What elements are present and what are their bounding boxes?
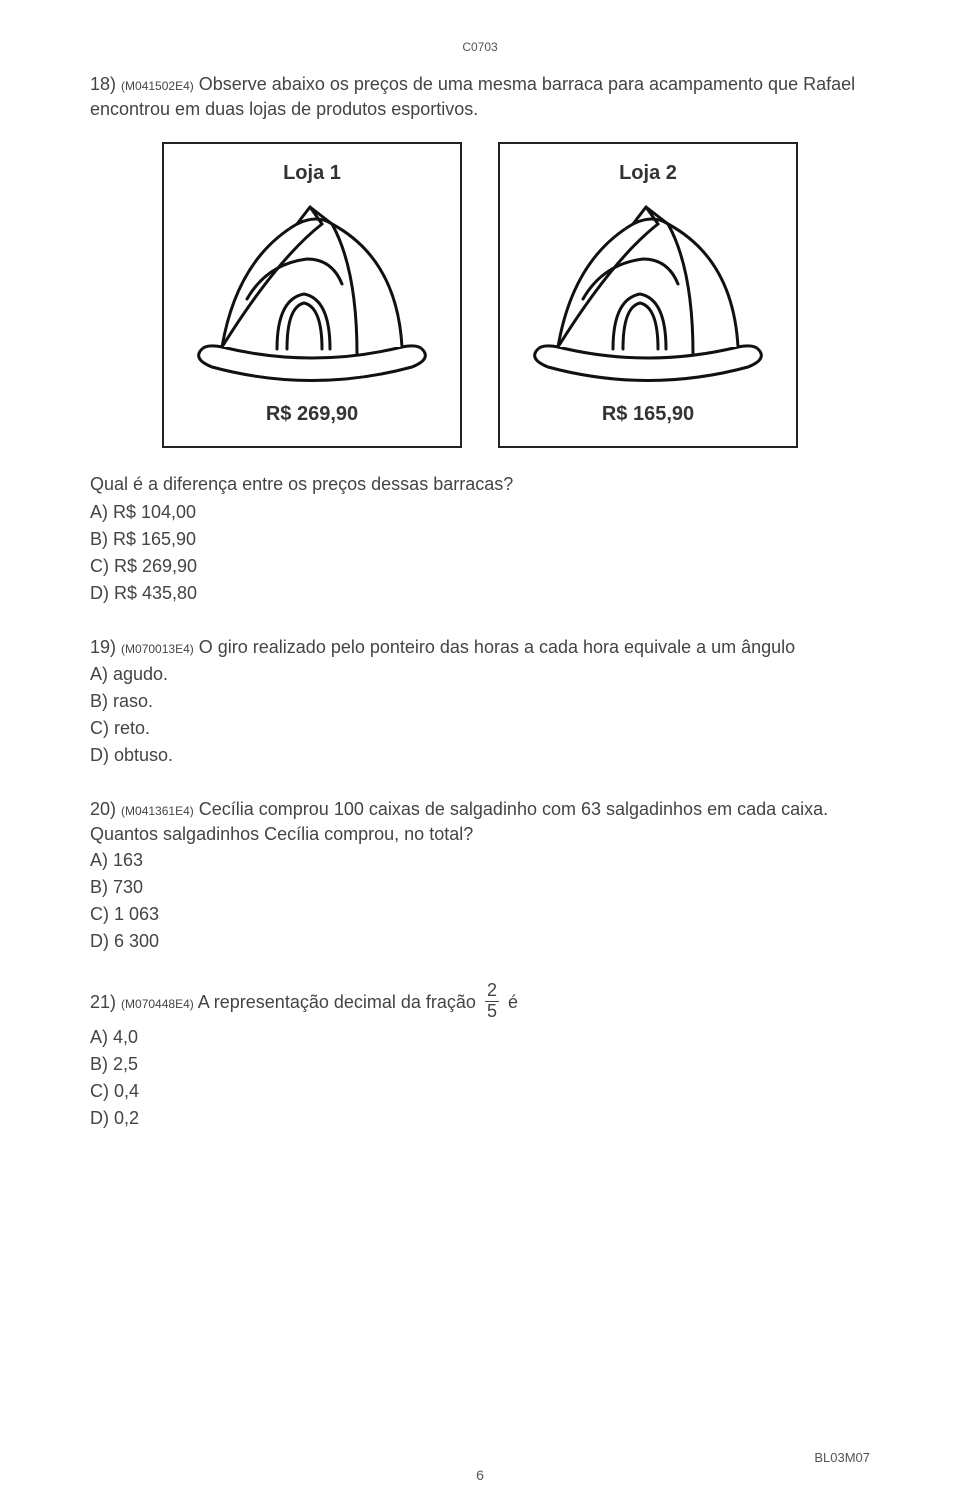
- q19-opt-d: D) obtuso.: [90, 742, 870, 769]
- q20-text-a: Cecília comprou 100 caixas de salgadinho…: [199, 799, 828, 819]
- q20-opt-b: B) 730: [90, 874, 870, 901]
- page-number: 6: [0, 1467, 960, 1483]
- fraction-numerator: 2: [485, 981, 499, 1002]
- question-21: 21) (M070448E4) A representação decimal …: [90, 983, 870, 1132]
- question-19: 19) (M070013E4) O giro realizado pelo po…: [90, 635, 870, 768]
- q20-options: A) 163 B) 730 C) 1 063 D) 6 300: [90, 847, 870, 955]
- q19-opt-b: B) raso.: [90, 688, 870, 715]
- tent-icon: [182, 199, 442, 389]
- store-card-1: Loja 1 R$ 269,90: [162, 142, 462, 448]
- q19-number: 19): [90, 637, 116, 657]
- store-2-price: R$ 165,90: [602, 403, 694, 426]
- q20-opt-a: A) 163: [90, 847, 870, 874]
- store-cards-row: Loja 1 R$ 269,90 Loja 2: [90, 142, 870, 448]
- q18-opt-b: B) R$ 165,90: [90, 526, 870, 553]
- q18-subquestion: Qual é a diferença entre os preços dessa…: [90, 474, 870, 495]
- q20-code: (M041361E4): [121, 804, 194, 818]
- q20-text-b: Quantos salgadinhos Cecília comprou, no …: [90, 822, 870, 847]
- store-1-title: Loja 1: [283, 162, 341, 185]
- q21-opt-a: A) 4,0: [90, 1024, 870, 1051]
- q21-options: A) 4,0 B) 2,5 C) 0,4 D) 0,2: [90, 1024, 870, 1132]
- doc-header-code: C0703: [90, 40, 870, 54]
- fraction: 2 5: [485, 981, 499, 1022]
- q18-opt-a: A) R$ 104,00: [90, 499, 870, 526]
- store-1-price: R$ 269,90: [266, 403, 358, 426]
- fraction-denominator: 5: [485, 1002, 499, 1022]
- question-20: 20) (M041361E4) Cecília comprou 100 caix…: [90, 797, 870, 955]
- q21-number: 21): [90, 992, 116, 1012]
- q20-opt-d: D) 6 300: [90, 928, 870, 955]
- q19-opt-a: A) agudo.: [90, 661, 870, 688]
- q19-options: A) agudo. B) raso. C) reto. D) obtuso.: [90, 661, 870, 769]
- store-2-title: Loja 2: [619, 162, 677, 185]
- q21-opt-c: C) 0,4: [90, 1078, 870, 1105]
- q21-opt-b: B) 2,5: [90, 1051, 870, 1078]
- q18-code: (M041502E4): [121, 79, 194, 93]
- tent-icon: [518, 199, 778, 389]
- question-18: 18) (M041502E4) Observe abaixo os preços…: [90, 72, 870, 607]
- q18-opt-c: C) R$ 269,90: [90, 553, 870, 580]
- q21-code: (M070448E4): [121, 997, 194, 1011]
- q18-stem: 18) (M041502E4) Observe abaixo os preços…: [90, 72, 870, 122]
- q20-opt-c: C) 1 063: [90, 901, 870, 928]
- q21-text-before: A representação decimal da fração: [198, 992, 476, 1012]
- q21-opt-d: D) 0,2: [90, 1105, 870, 1132]
- q18-text: Observe abaixo os preços de uma mesma ba…: [90, 74, 855, 119]
- q20-stem: 20) (M041361E4) Cecília comprou 100 caix…: [90, 797, 870, 822]
- q19-text: O giro realizado pelo ponteiro das horas…: [199, 637, 795, 657]
- q18-number: 18): [90, 74, 116, 94]
- q20-number: 20): [90, 799, 116, 819]
- q19-opt-c: C) reto.: [90, 715, 870, 742]
- q19-code: (M070013E4): [121, 642, 194, 656]
- q21-stem: 21) (M070448E4) A representação decimal …: [90, 983, 870, 1024]
- q18-opt-d: D) R$ 435,80: [90, 580, 870, 607]
- q18-options: A) R$ 104,00 B) R$ 165,90 C) R$ 269,90 D…: [90, 499, 870, 607]
- store-card-2: Loja 2 R$ 165,90: [498, 142, 798, 448]
- q19-stem: 19) (M070013E4) O giro realizado pelo po…: [90, 635, 870, 660]
- q21-text-after: é: [508, 992, 518, 1012]
- footer-code: BL03M07: [814, 1450, 870, 1465]
